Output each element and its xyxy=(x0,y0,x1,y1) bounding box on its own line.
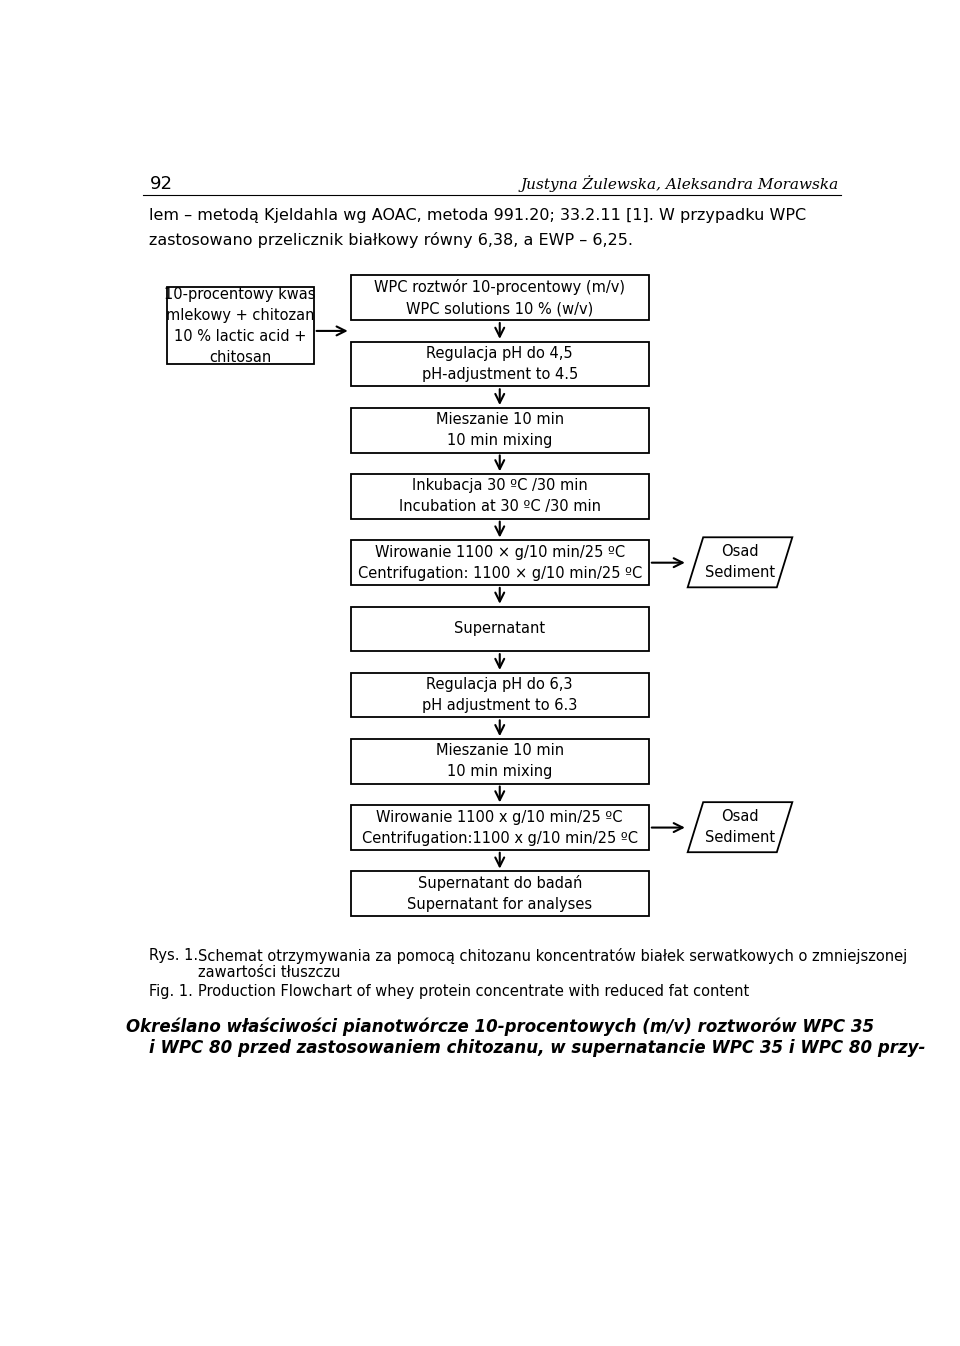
Text: Osad
Sediment: Osad Sediment xyxy=(705,809,775,845)
Polygon shape xyxy=(687,802,792,852)
Text: Justyna Żulewska, Aleksandra Morawska: Justyna Żulewska, Aleksandra Morawska xyxy=(521,175,839,192)
Text: Schemat otrzymywania za pomocą chitozanu koncentratów białek serwatkowych o zmni: Schemat otrzymywania za pomocą chitozanu… xyxy=(198,949,907,965)
Bar xyxy=(350,342,649,386)
Text: Production Flowchart of whey protein concentrate with reduced fat content: Production Flowchart of whey protein con… xyxy=(198,984,749,999)
Text: Mieszanie 10 min
10 min mixing: Mieszanie 10 min 10 min mixing xyxy=(436,412,564,448)
Bar xyxy=(350,408,649,452)
Text: lem – metodą Kjeldahla wg AOAC, metoda 991.20; 33.2.11 [1]. W przypadku WPC: lem – metodą Kjeldahla wg AOAC, metoda 9… xyxy=(150,207,806,222)
Bar xyxy=(350,474,649,518)
Text: Mieszanie 10 min
10 min mixing: Mieszanie 10 min 10 min mixing xyxy=(436,743,564,779)
Bar xyxy=(350,805,649,849)
Text: zastosowano przelicznik białkowy równy 6,38, a EWP – 6,25.: zastosowano przelicznik białkowy równy 6… xyxy=(150,233,634,249)
Bar xyxy=(166,287,314,363)
Bar xyxy=(350,739,649,783)
Text: Regulacja pH do 4,5
pH-adjustment to 4.5: Regulacja pH do 4,5 pH-adjustment to 4.5 xyxy=(421,346,578,382)
Text: Rys. 1.: Rys. 1. xyxy=(150,949,199,964)
Text: 92: 92 xyxy=(150,175,173,194)
Text: Inkubacja 30 ºC /30 min
Incubation at 30 ºC /30 min: Inkubacja 30 ºC /30 min Incubation at 30… xyxy=(398,478,601,514)
Bar xyxy=(350,673,649,717)
Text: WPC roztwór 10-procentowy (m/v)
WPC solutions 10 % (w/v): WPC roztwór 10-procentowy (m/v) WPC solu… xyxy=(374,280,625,316)
Text: Fig. 1.: Fig. 1. xyxy=(150,984,193,999)
Text: Określano właściwości pianotwórcze 10-procentowych (m/v) roztworów WPC 35: Określano właściwości pianotwórcze 10-pr… xyxy=(126,1018,874,1036)
Text: 10-procentowy kwas
mlekowy + chitozan
10 % lactic acid +
chitosan: 10-procentowy kwas mlekowy + chitozan 10… xyxy=(164,287,316,365)
Bar xyxy=(350,540,649,586)
Text: Wirowanie 1100 x g/10 min/25 ºC
Centrifugation:1100 x g/10 min/25 ºC: Wirowanie 1100 x g/10 min/25 ºC Centrifu… xyxy=(362,809,637,845)
Bar xyxy=(350,276,649,320)
Text: Osad
Sediment: Osad Sediment xyxy=(705,544,775,580)
Text: Supernatant: Supernatant xyxy=(454,622,545,637)
Text: i WPC 80 przed zastosowaniem chitozanu, w supernatancie WPC 35 i WPC 80 przy-: i WPC 80 przed zastosowaniem chitozanu, … xyxy=(150,1039,925,1058)
Text: zawartości tłuszczu: zawartości tłuszczu xyxy=(198,965,340,980)
Text: Supernatant do badań
Supernatant for analyses: Supernatant do badań Supernatant for ana… xyxy=(407,875,592,913)
Bar xyxy=(350,871,649,917)
Text: Wirowanie 1100 × g/10 min/25 ºC
Centrifugation: 1100 × g/10 min/25 ºC: Wirowanie 1100 × g/10 min/25 ºC Centrifu… xyxy=(358,545,642,580)
Text: Regulacja pH do 6,3
pH adjustment to 6.3: Regulacja pH do 6,3 pH adjustment to 6.3 xyxy=(422,677,577,713)
Bar xyxy=(350,607,649,651)
Polygon shape xyxy=(687,537,792,587)
